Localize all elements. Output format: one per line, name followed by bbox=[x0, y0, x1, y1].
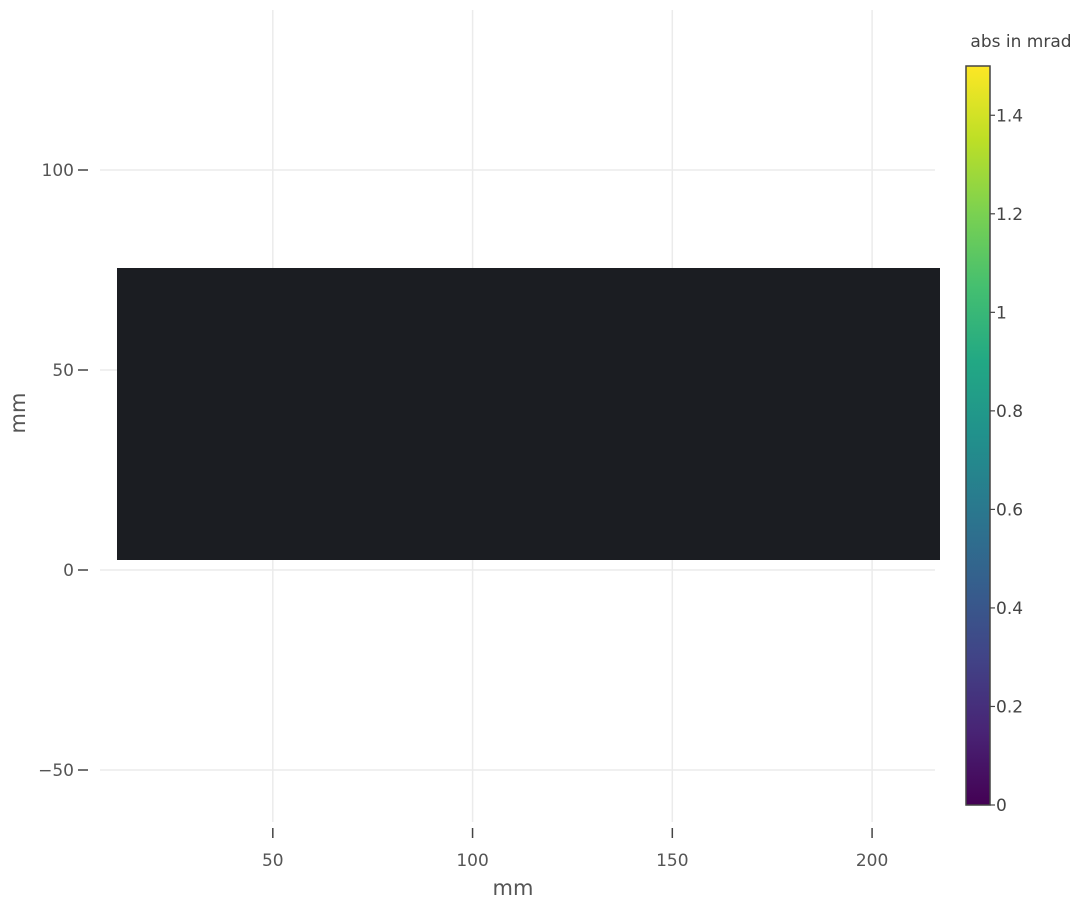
colorbar-tick-label: 1 bbox=[996, 303, 1007, 323]
x-tick-label: 100 bbox=[456, 851, 488, 871]
colorbar-title: abs in mrad bbox=[970, 32, 1071, 52]
y-tick-label: −50 bbox=[38, 761, 74, 781]
x-tick-label: 150 bbox=[656, 851, 688, 871]
x-tick-label: 50 bbox=[262, 851, 284, 871]
colorbar-tick-label: 0 bbox=[996, 796, 1007, 816]
colorbar-tick-label: 1.4 bbox=[996, 106, 1023, 126]
y-axis: 100 50 0 −50 bbox=[38, 161, 88, 781]
x-tick-label: 200 bbox=[856, 851, 888, 871]
plot-area bbox=[100, 10, 941, 822]
colorbar-tick-label: 0.4 bbox=[996, 599, 1023, 619]
x-axis: 50 100 150 200 bbox=[262, 828, 888, 871]
colorbar-tick-label: 0.2 bbox=[996, 697, 1023, 717]
y-tick-label: 50 bbox=[52, 361, 74, 381]
x-axis-title: mm bbox=[493, 876, 534, 900]
colorbar-gradient bbox=[965, 65, 991, 806]
colorbar-tick-label: 0.6 bbox=[996, 500, 1023, 520]
y-tick-label: 0 bbox=[63, 561, 74, 581]
colorbar-tick-label: 1.2 bbox=[996, 205, 1023, 225]
colorbar: abs in mrad 0 0.2 0.4 0.6 0.8 1 1.2 1.4 bbox=[965, 32, 1072, 816]
colorbar-tick-label: 0.8 bbox=[996, 402, 1023, 422]
y-tick-label: 100 bbox=[42, 161, 74, 181]
y-axis-title: mm bbox=[6, 393, 30, 434]
colorbar-ticks: 0 0.2 0.4 0.6 0.8 1 1.2 1.4 bbox=[990, 106, 1023, 816]
absorption-image bbox=[116, 268, 941, 560]
